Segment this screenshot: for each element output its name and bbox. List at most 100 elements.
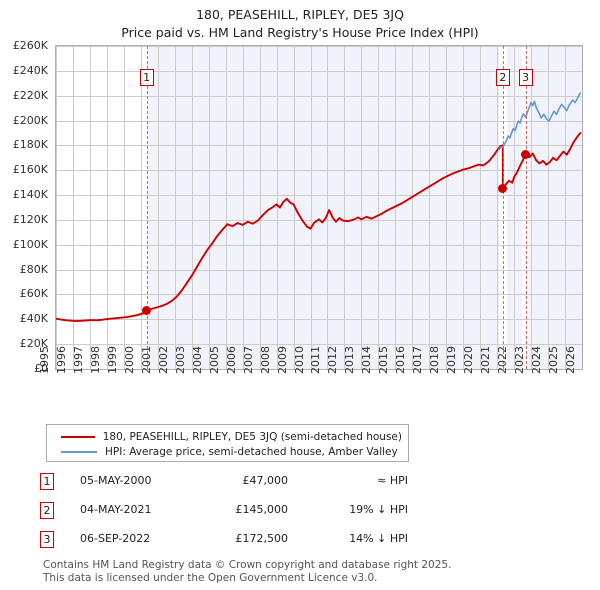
y-axis-tick-label: £40K (19, 312, 48, 326)
series-line (498, 92, 582, 151)
transaction-hpi-delta: 14% ↓ HPI (349, 532, 408, 545)
price-paid-point[interactable] (521, 150, 531, 160)
gridline-vertical (548, 46, 550, 369)
x-axis-tick-label: 2011 (309, 346, 323, 374)
page-subtitle: Price paid vs. HM Land Registry's House … (121, 25, 479, 40)
price-paid-point[interactable] (142, 306, 152, 316)
y-axis-tick-label: £260K (12, 39, 48, 52)
price-paid-point[interactable] (498, 184, 508, 194)
transaction-date: 06-SEP-2022 (80, 532, 151, 545)
series-lines (56, 92, 582, 322)
x-axis-tick-label: 1999 (105, 346, 119, 374)
gridline-vertical (429, 46, 431, 369)
transaction-price: £145,000 (235, 503, 289, 516)
y-axis-tick-label: £140K (12, 188, 48, 202)
page-title: 180, PEASEHILL, RIPLEY, DE5 3JQ (196, 7, 404, 22)
gridline-vertical (174, 46, 176, 369)
chart-plot-area[interactable] (55, 45, 583, 370)
x-axis-tick-label: 1997 (71, 346, 85, 374)
marker-badge-2[interactable]: 2 (495, 69, 510, 86)
gridline-vertical (191, 46, 193, 369)
x-axis-tick-label: 2016 (394, 346, 408, 374)
gridline-horizontal (56, 145, 582, 147)
marker-badge-3[interactable]: 3 (518, 69, 533, 86)
transaction-hpi-delta: ≈ HPI (377, 474, 408, 487)
footer-attribution: Contains HM Land Registry data © Crown c… (43, 559, 563, 584)
transactions-table: 1 05-MAY-2000 £47,000 ≈ HPI 2 04-MAY-202… (40, 472, 420, 559)
gridline-vertical (497, 46, 499, 369)
gridline-horizontal (56, 46, 582, 47)
chart-legend: 180, PEASEHILL, RIPLEY, DE5 3JQ (semi-de… (46, 424, 409, 462)
y-axis-tick-label: £80K (19, 262, 48, 276)
gridline-vertical (157, 46, 159, 369)
gridline-horizontal (56, 344, 582, 346)
x-axis-tick-label: 2005 (207, 346, 221, 374)
gridline-vertical (395, 46, 397, 369)
legend-label-price-paid: 180, PEASEHILL, RIPLEY, DE5 3JQ (semi-de… (102, 430, 402, 443)
transaction-price: £172,500 (235, 532, 289, 545)
y-axis-tick-label: £20K (19, 337, 48, 351)
x-axis-tick-label: 1998 (88, 346, 102, 374)
transaction-date: 04-MAY-2021 (80, 503, 152, 516)
transaction-index-badge: 2 (40, 502, 54, 519)
legend-item-hpi: HPI: Average price, semi-detached house,… (53, 444, 402, 459)
transaction-index-badge: 1 (40, 473, 54, 490)
gridline-vertical (106, 46, 108, 369)
x-axis-tick-label: 2006 (224, 346, 238, 374)
table-row[interactable]: 2 04-MAY-2021 £145,000 19% ↓ HPI (40, 501, 420, 530)
transaction-date: 05-MAY-2000 (80, 474, 152, 487)
gridline-vertical (412, 46, 414, 369)
table-row[interactable]: 3 06-SEP-2022 £172,500 14% ↓ HPI (40, 530, 420, 559)
y-axis-tick-label: £160K (12, 163, 48, 177)
y-axis-tick-label: £240K (12, 63, 48, 77)
gridline-horizontal (56, 319, 582, 321)
gridline-horizontal (56, 70, 582, 72)
table-row[interactable]: 1 05-MAY-2000 £47,000 ≈ HPI (40, 472, 420, 501)
gridline-vertical (242, 46, 244, 369)
legend-item-price-paid: 180, PEASEHILL, RIPLEY, DE5 3JQ (semi-de… (53, 429, 402, 444)
gridline-vertical (582, 46, 583, 369)
footer-line-1: Contains HM Land Registry data © Crown c… (43, 559, 452, 571)
x-axis-tick-label: 2019 (445, 346, 459, 374)
chart-title-block: 180, PEASEHILL, RIPLEY, DE5 3JQ Price pa… (0, 6, 600, 42)
marker-vertical-line (502, 46, 504, 369)
gridline-horizontal (56, 95, 582, 97)
shaded-band (146, 46, 500, 369)
x-axis-tick-label: 2002 (156, 346, 170, 374)
footer-line-2: This data is licensed under the Open Gov… (43, 571, 378, 584)
x-axis-tick-label: 2009 (275, 346, 289, 374)
gridline-vertical (463, 46, 465, 369)
y-axis-tick-label: £120K (12, 212, 48, 226)
marker-vertical-line (525, 46, 527, 369)
y-axis-tick-label: £180K (12, 138, 48, 152)
x-axis-tick-label: 2003 (173, 346, 187, 374)
x-axis-tick-label: 1996 (54, 346, 68, 374)
transaction-price: £47,000 (242, 474, 289, 487)
x-axis-tick-label: 2017 (411, 346, 425, 374)
x-axis-tick-label: 2000 (122, 346, 136, 374)
x-axis-tick-label: 2001 (139, 346, 153, 374)
gridline-horizontal (56, 120, 582, 122)
x-axis-tick-label: 2022 (496, 346, 510, 374)
x-axis-tick-label: 2012 (326, 346, 340, 374)
gridline-vertical (259, 46, 261, 369)
gridline-vertical (89, 46, 91, 369)
gridline-vertical (565, 46, 567, 369)
x-axis-tick-label: 2026 (564, 346, 577, 374)
x-axis-tick-label: 2021 (479, 346, 493, 374)
marker-badge-1[interactable]: 1 (139, 69, 154, 86)
series-line (56, 132, 582, 322)
x-axis-tick-label: 2004 (190, 346, 204, 374)
y-axis-tick-label: £200K (12, 113, 48, 127)
marker-vertical-line (146, 46, 148, 369)
y-axis-tick-label: £100K (12, 237, 48, 251)
gridline-vertical (378, 46, 380, 369)
x-axis-tick-label: 2010 (292, 346, 306, 374)
gridline-vertical (446, 46, 448, 369)
legend-swatch-price-paid (61, 435, 95, 438)
x-axis-tick-label: 2014 (360, 346, 374, 374)
gridline-vertical (123, 46, 125, 369)
y-axis-tick-label: £220K (12, 88, 48, 102)
x-axis-tick-label: 2007 (241, 346, 255, 374)
gridline-vertical (225, 46, 227, 369)
